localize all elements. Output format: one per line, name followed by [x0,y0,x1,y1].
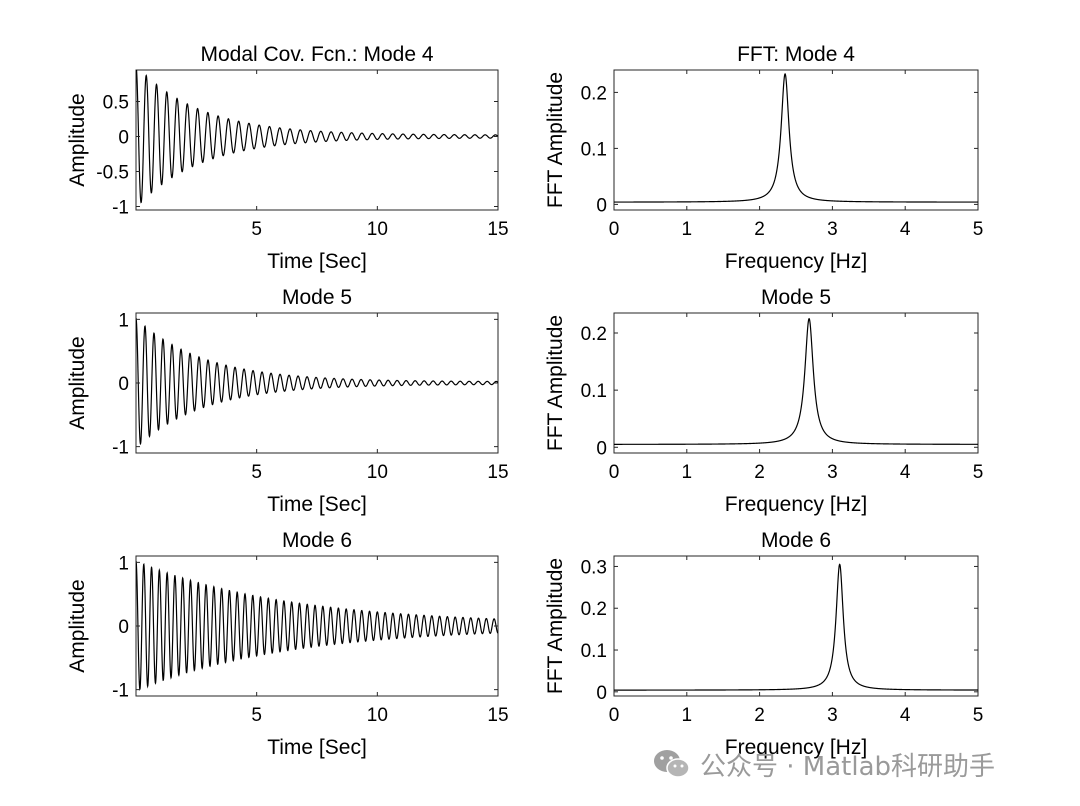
y-tick-label: 0 [596,195,607,216]
y-tick-label: 0 [596,438,607,459]
series-line [614,317,978,445]
y-tick-label: -1 [112,198,129,219]
x-tick-label: 15 [487,462,508,483]
y-tick-label: 0 [118,374,129,395]
y-tick-label: 0.2 [581,324,607,345]
x-tick-label: 5 [251,219,262,240]
y-axis-label: Amplitude [66,93,89,186]
chart-title: Mode 6 [282,529,352,552]
x-axis-label: Time [Sec] [267,493,367,516]
x-tick-label: 0 [609,462,620,483]
x-tick-label: 4 [900,219,911,240]
chart-title: FFT: Mode 4 [737,43,855,66]
x-tick-label: 10 [367,219,388,240]
chart-panel-cov-mode5: 5 10 15 -1 0 1 Mode 5 Time [Sec] Amplitude [66,286,509,516]
y-axis-label: FFT Amplitude [544,558,567,694]
plot-area [613,555,979,697]
y-tick-label: 0 [596,683,607,704]
chart-panel-cov-mode4: 5 10 15 -1 -0.5 0 0.5 Modal Cov. Fcn.: Mode 4 Ti… [66,43,509,273]
y-tick-label: 0 [118,128,129,149]
watermark-text: 公众号 · Matlab科研助手 [700,751,996,782]
x-tick-label: 1 [682,705,693,726]
x-tick-label: 5 [973,462,984,483]
x-tick-label: 3 [827,705,838,726]
x-tick-label: 4 [900,705,911,726]
y-tick-label: 1 [118,553,129,574]
chart-panel-fft-mode5: 0 1 2 3 4 5 0 0.1 0.2 Mode 5 Frequency [Hz] FFT Amp… [544,286,983,516]
plot-area [613,312,979,454]
x-tick-label: 5 [973,705,984,726]
y-tick-label: -0.5 [96,163,129,184]
x-axis-label: Time [Sec] [267,736,367,759]
x-tick-label: 0 [609,219,620,240]
x-axis-label: Time [Sec] [267,250,367,273]
y-axis-label: Amplitude [66,579,89,672]
y-tick-label: -1 [112,681,129,702]
x-axis-label: Frequency [Hz] [725,250,867,273]
series-line [136,317,498,446]
plot-area [613,69,979,211]
x-tick-label: 5 [973,219,984,240]
x-tick-label: 3 [827,462,838,483]
y-axis-label: FFT Amplitude [544,315,567,451]
chart-title: Modal Cov. Fcn.: Mode 4 [200,43,433,66]
x-axis-label: Frequency [Hz] [725,493,867,516]
y-axis-label: Amplitude [66,336,89,429]
x-axis-label: Frequency [Hz] [725,736,867,759]
y-tick-label: 0.5 [103,93,129,114]
chart-panel-fft-mode6: 0 1 2 3 4 5 0 0.1 0.2 0.3 Mode 6 Frequency [Hz] FFT … [544,529,983,759]
y-tick-label: 0.1 [581,139,607,160]
chart-title: Mode 5 [761,286,831,309]
chart-panel-fft-mode4: 0 1 2 3 4 5 0 0.1 0.2 FFT: Mode 4 Frequency [Hz] FF… [544,43,983,273]
x-tick-label: 10 [367,705,388,726]
chart-title: Mode 5 [282,286,352,309]
x-tick-label: 1 [682,219,693,240]
x-tick-label: 4 [900,462,911,483]
y-tick-label: 0 [118,617,129,638]
y-tick-label: 0.2 [581,83,607,104]
y-tick-label: 1 [118,310,129,331]
x-tick-label: 2 [754,705,765,726]
y-tick-label: 0.1 [581,641,607,662]
x-tick-label: 15 [487,219,508,240]
x-tick-label: 2 [754,219,765,240]
x-tick-label: 2 [754,462,765,483]
y-tick-label: 0.3 [581,557,607,578]
x-tick-label: 10 [367,462,388,483]
series-line [614,73,978,203]
x-tick-label: 3 [827,219,838,240]
wechat-icon [654,750,690,778]
y-axis-label: FFT Amplitude [544,72,567,208]
x-tick-label: 0 [609,705,620,726]
y-tick-label: 0.2 [581,599,607,620]
chart-panel-cov-mode6: 5 10 15 -1 0 1 Mode 6 Time [Sec] Amplitude [66,529,509,759]
x-tick-label: 1 [682,462,693,483]
x-tick-label: 5 [251,705,262,726]
x-tick-label: 5 [251,462,262,483]
series-line [614,563,978,691]
series-line [136,560,498,691]
y-tick-label: 0.1 [581,381,607,402]
watermark: 公众号 · Matlab科研助手 [652,744,995,784]
series-line [136,70,498,204]
chart-title: Mode 6 [761,529,831,552]
y-tick-label: -1 [112,438,129,459]
x-tick-label: 15 [487,705,508,726]
